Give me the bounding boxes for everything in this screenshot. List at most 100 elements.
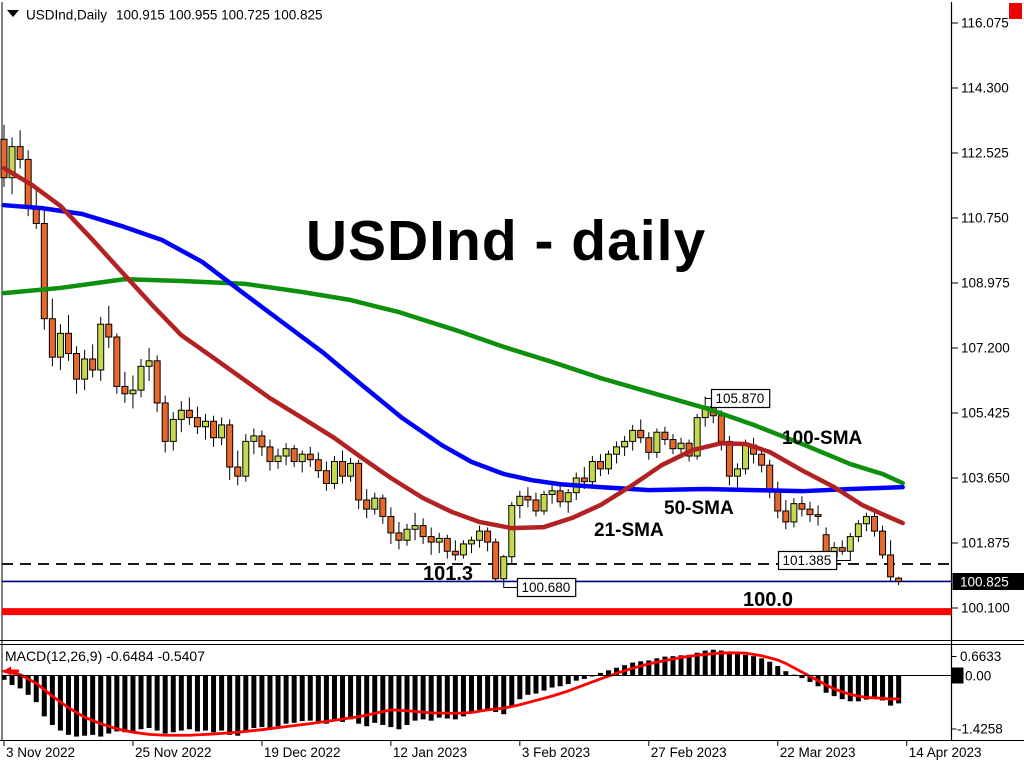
macd-histogram-bar bbox=[775, 666, 781, 676]
macd-histogram-bar bbox=[227, 675, 233, 735]
candle bbox=[596, 461, 604, 470]
price-axis[interactable]: 116.075 114.300 112.525 110.750 108.975 107.2… bbox=[951, 16, 1010, 616]
candle bbox=[467, 539, 475, 545]
macd-histogram-bar bbox=[138, 675, 144, 730]
macd-histogram-bar bbox=[130, 675, 136, 732]
candle bbox=[540, 493, 548, 512]
candle bbox=[782, 510, 790, 523]
candle bbox=[330, 461, 338, 484]
macd-panel[interactable] bbox=[1, 649, 957, 737]
ohlc-values: 100.915 100.955 100.725 100.825 bbox=[116, 8, 322, 23]
50-sma-line[interactable] bbox=[1, 202, 905, 494]
candle bbox=[8, 146, 16, 179]
candle bbox=[202, 420, 209, 428]
macd-histogram-bar bbox=[896, 675, 902, 704]
candle bbox=[854, 523, 862, 538]
price-axis-label: 114.300 bbox=[961, 81, 1009, 96]
price-tags[interactable]: 105.870 100.680 101.385 bbox=[503, 388, 851, 598]
macd-histogram-bar bbox=[638, 661, 644, 676]
price-tag-box[interactable] bbox=[777, 550, 838, 571]
moving-averages[interactable] bbox=[1, 165, 905, 531]
macd-histogram-bar bbox=[146, 675, 152, 728]
macd-histogram-bar bbox=[41, 675, 47, 717]
candle bbox=[669, 439, 677, 450]
macd-histogram-bar bbox=[170, 675, 176, 733]
macd-histogram-bar bbox=[428, 675, 434, 721]
macd-histogram-bar bbox=[114, 675, 120, 732]
candle bbox=[435, 537, 443, 543]
candle bbox=[492, 541, 500, 580]
macd-histogram-bar bbox=[678, 655, 684, 676]
candle bbox=[169, 418, 177, 442]
macd-histogram-bar bbox=[847, 675, 853, 702]
macd-histogram-bar bbox=[477, 675, 483, 710]
macd-histogram-bar bbox=[485, 675, 491, 710]
horizontal-levels[interactable] bbox=[2, 563, 952, 616]
candle bbox=[588, 461, 596, 483]
candle bbox=[427, 536, 435, 543]
current-price-badge bbox=[952, 573, 1024, 590]
candle bbox=[129, 389, 137, 395]
time-axis-label: 22 Mar 2023 bbox=[780, 745, 856, 760]
sma-21-label: 21-SMA bbox=[594, 520, 664, 541]
macd-histogram-bar bbox=[734, 654, 740, 676]
time-axis-label: 25 Nov 2022 bbox=[135, 745, 212, 760]
price-axis-label: 103.650 bbox=[961, 471, 1010, 486]
red-arrow-marker bbox=[3, 666, 19, 676]
candle bbox=[363, 499, 371, 510]
macd-histogram-bar bbox=[541, 675, 547, 691]
candle bbox=[717, 415, 725, 442]
time-axis[interactable]: 3 Nov 2022 25 Nov 2022 19 Dec 2022 12 Jan 2… bbox=[3, 740, 982, 761]
candle bbox=[266, 446, 274, 463]
macd-signal-line[interactable] bbox=[2, 651, 901, 737]
macd-histogram-bar bbox=[807, 675, 813, 682]
price-axis-label: 116.075 bbox=[961, 16, 1009, 31]
candle bbox=[476, 530, 484, 541]
macd-histogram-bar bbox=[243, 675, 249, 732]
candle bbox=[887, 554, 895, 578]
candle bbox=[274, 455, 282, 463]
macd-histogram-bar bbox=[573, 675, 579, 681]
candle bbox=[210, 420, 218, 439]
candle bbox=[395, 532, 403, 541]
candle bbox=[387, 515, 395, 534]
macd-histogram-bar bbox=[307, 675, 313, 721]
macd-histogram-bar bbox=[436, 675, 442, 718]
macd-histogram-bar bbox=[783, 671, 789, 676]
sma-100-label: 100-SMA bbox=[782, 428, 863, 449]
macd-histogram-bar bbox=[74, 675, 80, 737]
macd-histogram-bar bbox=[203, 675, 208, 731]
candle bbox=[193, 417, 201, 428]
candle bbox=[500, 556, 508, 580]
macd-histogram-bar bbox=[178, 675, 184, 731]
macd-histogram-bar bbox=[654, 658, 660, 676]
candle bbox=[218, 424, 226, 439]
macd-histogram-bar bbox=[211, 675, 217, 733]
candle bbox=[379, 497, 387, 517]
price-tag-label: 100.680 bbox=[522, 580, 571, 595]
candle bbox=[355, 462, 363, 501]
macd-histogram-bar bbox=[751, 656, 757, 676]
candle bbox=[524, 495, 532, 501]
macd-histogram-bar bbox=[154, 675, 160, 731]
candle bbox=[725, 440, 733, 477]
candle bbox=[870, 515, 878, 532]
macd-histogram-bar bbox=[662, 656, 668, 676]
21-sma-line[interactable] bbox=[1, 165, 905, 531]
candle bbox=[879, 530, 887, 556]
candle bbox=[290, 448, 298, 463]
price-tag-box[interactable] bbox=[710, 388, 771, 409]
macd-histogram-bar bbox=[694, 652, 700, 676]
candle bbox=[895, 577, 903, 582]
chevron-down-icon[interactable] bbox=[7, 10, 19, 17]
candle bbox=[862, 515, 870, 525]
macd-histogram-bar bbox=[501, 675, 507, 715]
macd-histogram-bar bbox=[726, 652, 732, 676]
candle bbox=[645, 437, 653, 453]
price-tag-box[interactable] bbox=[516, 577, 577, 598]
100-sma-line[interactable] bbox=[1, 276, 905, 486]
macd-histogram-bar bbox=[388, 675, 394, 728]
candle bbox=[97, 323, 105, 371]
candle bbox=[339, 461, 347, 477]
